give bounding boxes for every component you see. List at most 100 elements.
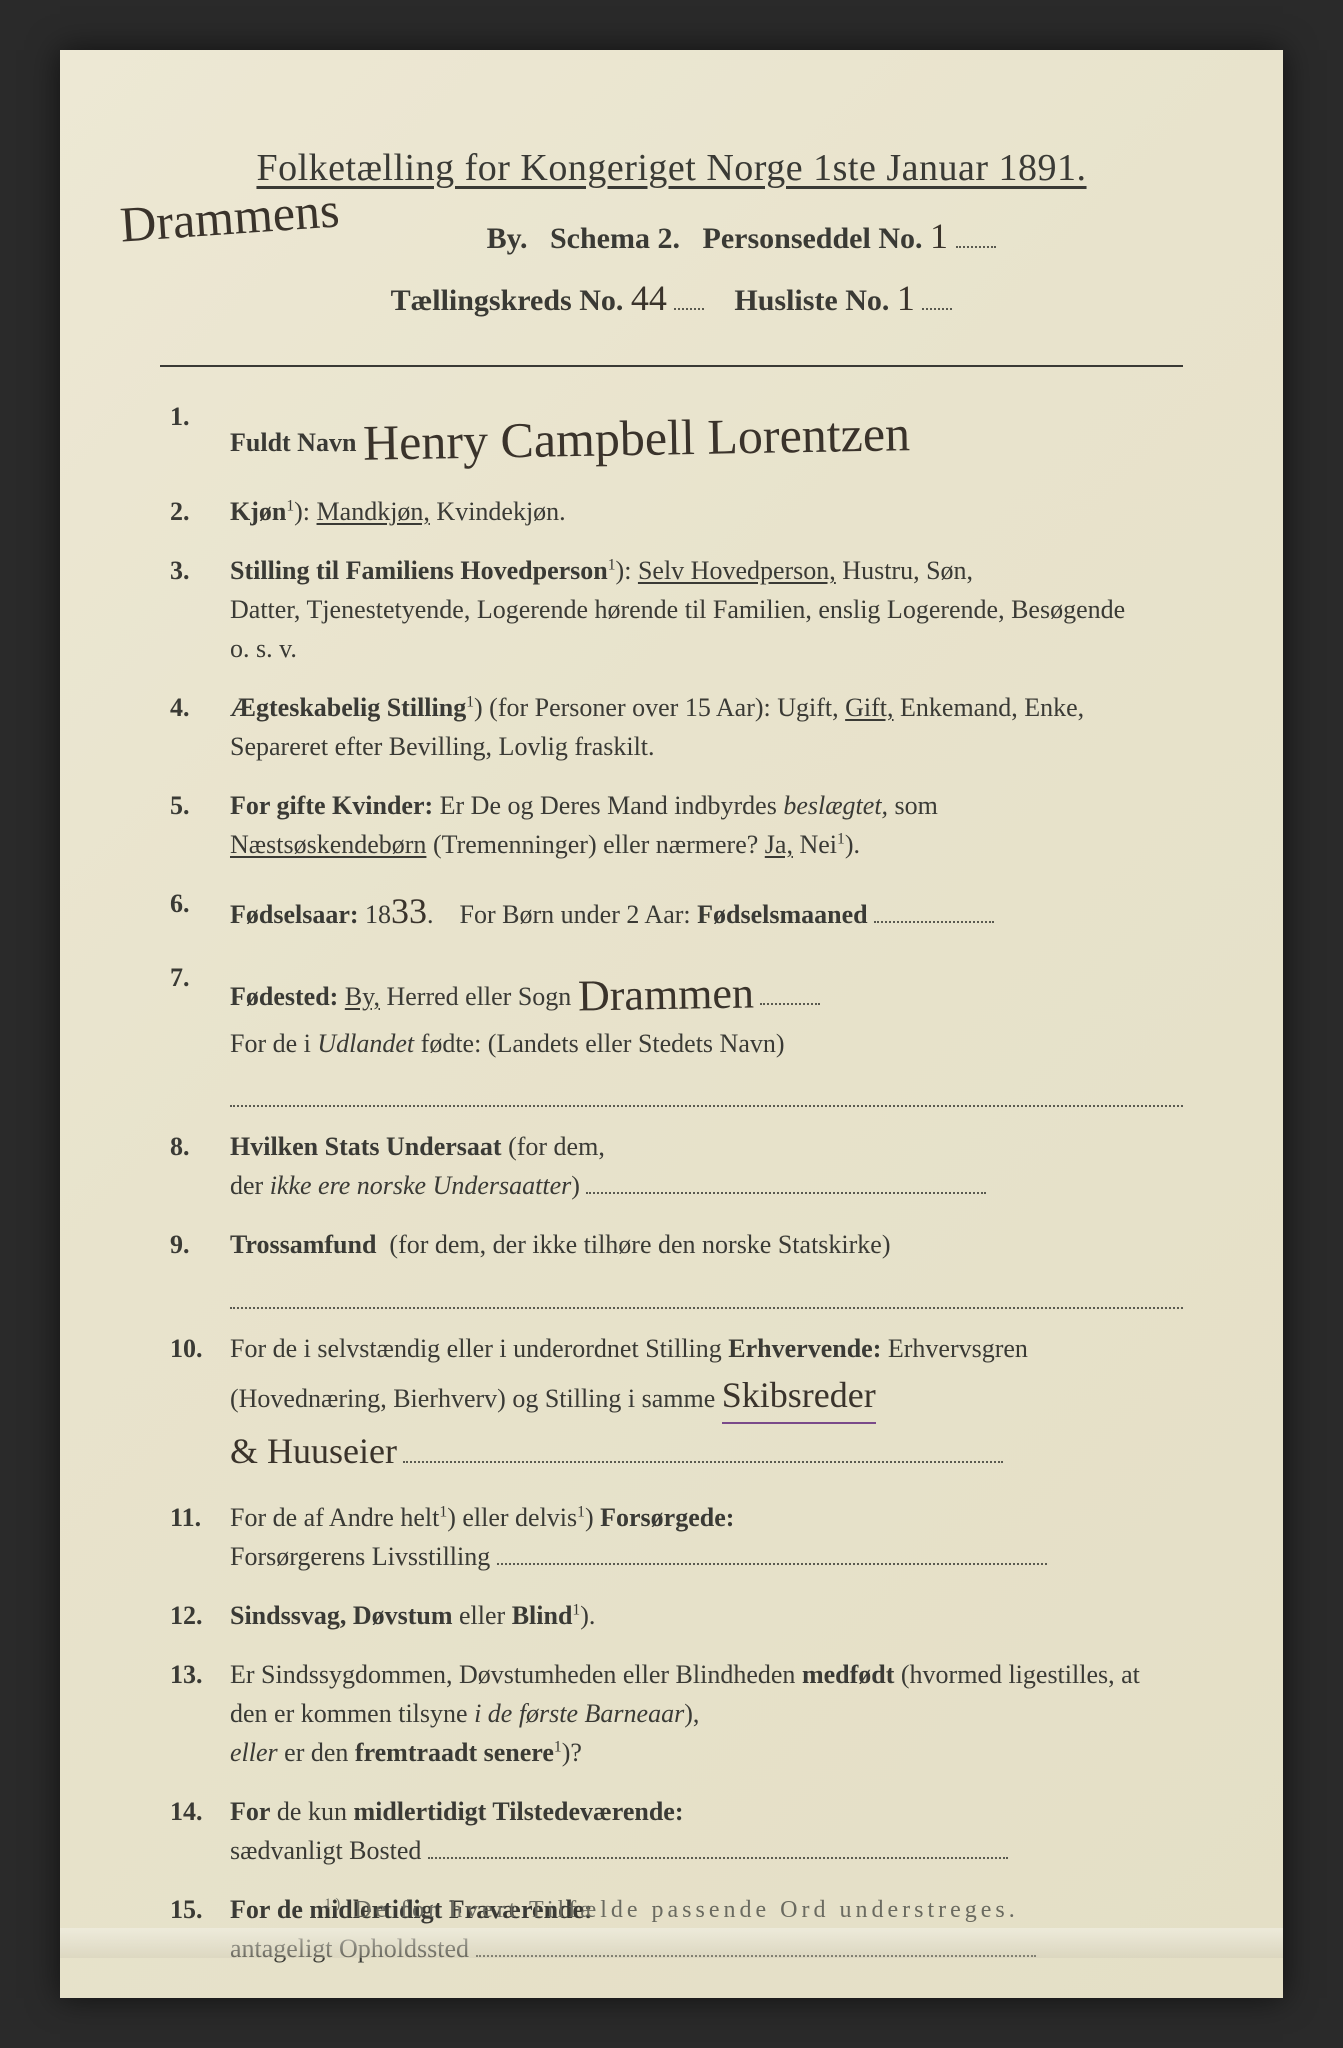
field-12-disability: Sindssvag, Døvstum eller Blind1).: [160, 1596, 1183, 1635]
f4-before: Ugift,: [777, 693, 838, 722]
field-7-birthplace: Fødested: By, Herred eller Sogn Drammen …: [160, 958, 1183, 1107]
field-1-name: Fuldt Navn Henry Campbell Lorentzen: [160, 397, 1183, 472]
field-9-religion: Trossamfund (for dem, der ikke tilhøre d…: [160, 1225, 1183, 1308]
personseddel-label: Personseddel No.: [703, 222, 923, 255]
image-frame: Folketælling for Kongeriget Norge 1ste J…: [0, 0, 1343, 2048]
field-5-married-women: For gifte Kvinder: Er De og Deres Mand i…: [160, 786, 1183, 864]
f5-line2: Næstsøskendebørn (Tremenninger) eller næ…: [230, 825, 1183, 864]
f11-line2: Forsørgerens Livsstilling: [230, 1537, 1183, 1576]
f3-rest2: Datter, Tjenestetyende, Logerende hørend…: [230, 590, 1183, 629]
f3-rest1: Hustru, Søn,: [842, 556, 973, 585]
field-list: Fuldt Navn Henry Campbell Lorentzen Kjøn…: [160, 397, 1183, 1968]
f9-text: (for dem, der ikke tilhøre den norske St…: [389, 1230, 890, 1259]
f5-t1: Er De og Deres Mand indbyrdes: [440, 791, 777, 820]
footnote: 1) De for hvert Tilfælde passende Ord un…: [60, 1892, 1283, 1928]
f1-label: Fuldt Navn: [230, 428, 356, 457]
f9-label: Trossamfund: [230, 1230, 376, 1259]
f5-t2: som: [895, 791, 938, 820]
f11-label: Forsørgede:: [600, 1503, 734, 1532]
f14-l2: sædvanligt Bosted: [230, 1836, 421, 1865]
f1-name-handwritten: Henry Campbell Lorentzen: [362, 396, 910, 481]
f13-t4: er den: [284, 1738, 348, 1767]
f11-l2: Forsørgerens Livsstilling: [230, 1542, 490, 1571]
f10-line2: & Huuseier: [230, 1424, 1183, 1478]
f8-line2: der ikke ere norske Undersaatter): [230, 1166, 1183, 1205]
field-14-present: For de kun midlertidigt Tilstedeværende:…: [160, 1792, 1183, 1870]
field-11-supported: For de af Andre helt1) eller delvis1) Fo…: [160, 1498, 1183, 1576]
husliste-no-handwritten: 1: [897, 271, 915, 325]
f7-t1: Herred eller Sogn: [386, 982, 571, 1011]
f13-i2: eller: [230, 1738, 278, 1767]
f5-l2b: (Tremenninger) eller nærmere?: [433, 830, 758, 859]
f13-b2: fremtraadt senere: [355, 1738, 554, 1767]
f7-dotted-line: [230, 1069, 1183, 1107]
f14-label: For: [230, 1797, 270, 1826]
personseddel-no-handwritten: 1: [930, 209, 948, 263]
field-2-sex: Kjøn1): Mandkjøn, Kvindekjøn.: [160, 492, 1183, 531]
f13-b1: medfødt: [802, 1660, 894, 1689]
f14-t1: de kun: [277, 1797, 347, 1826]
f3-label: Stilling til Familiens Hovedperson: [230, 556, 608, 585]
f11-t2: eller delvis: [462, 1503, 577, 1532]
f4-label: Ægteskabelig Stilling: [230, 693, 466, 722]
f14-line2: sædvanligt Bosted: [230, 1831, 1183, 1870]
f14-b1: midlertidigt Tilstedeværende:: [353, 1797, 683, 1826]
f6-label: Fødselsaar:: [230, 900, 359, 929]
f4-paren: (for Personer over 15 Aar):: [489, 693, 771, 722]
footnote-marker: 1): [324, 1896, 344, 1912]
f13-i1: i de første Barneaar: [474, 1699, 684, 1728]
f3-rest3: o. s. v.: [230, 629, 1183, 668]
footnote-text: De for hvert Tilfælde passende Ord under…: [354, 1897, 1019, 1923]
f7-l2a: For de i: [230, 1029, 311, 1058]
f7-i1: Udlandet: [317, 1029, 414, 1058]
f7-l2b: fødte: (Landets eller Stedets Navn): [421, 1029, 785, 1058]
kreds-no-handwritten: 44: [631, 271, 667, 325]
f12-label: Sindssvag, Døvstum: [230, 1601, 453, 1630]
f6-l2: Fødselsmaaned: [697, 900, 867, 929]
f8-label: Hvilken Stats Undersaat: [230, 1132, 502, 1161]
f5-sel: Ja,: [765, 830, 793, 859]
f12-l2: Blind: [512, 1601, 573, 1630]
f5-label: For gifte Kvinder:: [230, 791, 433, 820]
f9-dotted-line: [230, 1270, 1183, 1308]
subtitle-line-1: Drammens By. Schema 2. Personseddel No. …: [160, 209, 1183, 263]
f7-place-handwritten: Drammen: [577, 960, 754, 1029]
title-text: Folketælling for Kongeriget Norge 1ste J…: [256, 147, 1086, 189]
field-13-congenital: Er Sindssygdommen, Døvstumheden eller Bl…: [160, 1655, 1183, 1772]
f13-t1: Er Sindssygdommen, Døvstumheden eller Bl…: [230, 1660, 795, 1689]
subtitle-line-2: Tællingskreds No. 44 Husliste No. 1: [160, 271, 1183, 325]
f2-label: Kjøn: [230, 497, 286, 526]
f5-i1: beslægtet,: [783, 791, 888, 820]
f6-year-handwritten: 33: [391, 884, 427, 938]
f8-i1: ikke ere norske Undersaatter: [270, 1171, 572, 1200]
f7-selected: By,: [345, 982, 380, 1011]
f6-t2: For Børn under 2 Aar:: [460, 900, 691, 929]
f10-label: Erhvervende:: [728, 1334, 881, 1363]
f6-prefix: 18: [365, 900, 391, 929]
f8-l2a: der: [230, 1171, 263, 1200]
field-4-marital: Ægteskabelig Stilling1) (for Personer ov…: [160, 688, 1183, 766]
census-form-paper: Folketælling for Kongeriget Norge 1ste J…: [60, 50, 1283, 1998]
field-3-relation: Stilling til Familiens Hovedperson1): Se…: [160, 551, 1183, 668]
by-label: By.: [487, 222, 528, 255]
f2-other: Kvindekjøn.: [436, 497, 565, 526]
husliste-label: Husliste No.: [734, 284, 889, 317]
note-marker: 1: [286, 497, 294, 514]
f5-l2a: Næstsøskendebørn: [230, 830, 426, 859]
f11-t1: For de af Andre helt: [230, 1503, 439, 1532]
f3-selected: Selv Hovedperson,: [638, 556, 836, 585]
field-8-citizenship: Hvilken Stats Undersaat (for dem, der ik…: [160, 1127, 1183, 1205]
f12-t1: eller: [459, 1601, 505, 1630]
divider-rule: [160, 365, 1183, 367]
schema-label: Schema 2.: [550, 222, 680, 255]
f2-selected: Mandkjøn,: [317, 497, 430, 526]
field-6-birthyear: Fødselsaar: 1833. For Børn under 2 Aar: …: [160, 884, 1183, 938]
f5-other: Nei: [799, 830, 837, 859]
field-10-occupation: For de i selvstændig eller i underordnet…: [160, 1329, 1183, 1478]
f13-t3: ),: [684, 1699, 699, 1728]
f13-line2: eller er den fremtraadt senere1)?: [230, 1733, 1183, 1772]
f10-value2-handwritten: & Huuseier: [230, 1424, 397, 1478]
paper-tear: [60, 1928, 1283, 1958]
f10-t1: For de i selvstændig eller i underordnet…: [230, 1334, 722, 1363]
f4-selected: Gift,: [845, 693, 893, 722]
